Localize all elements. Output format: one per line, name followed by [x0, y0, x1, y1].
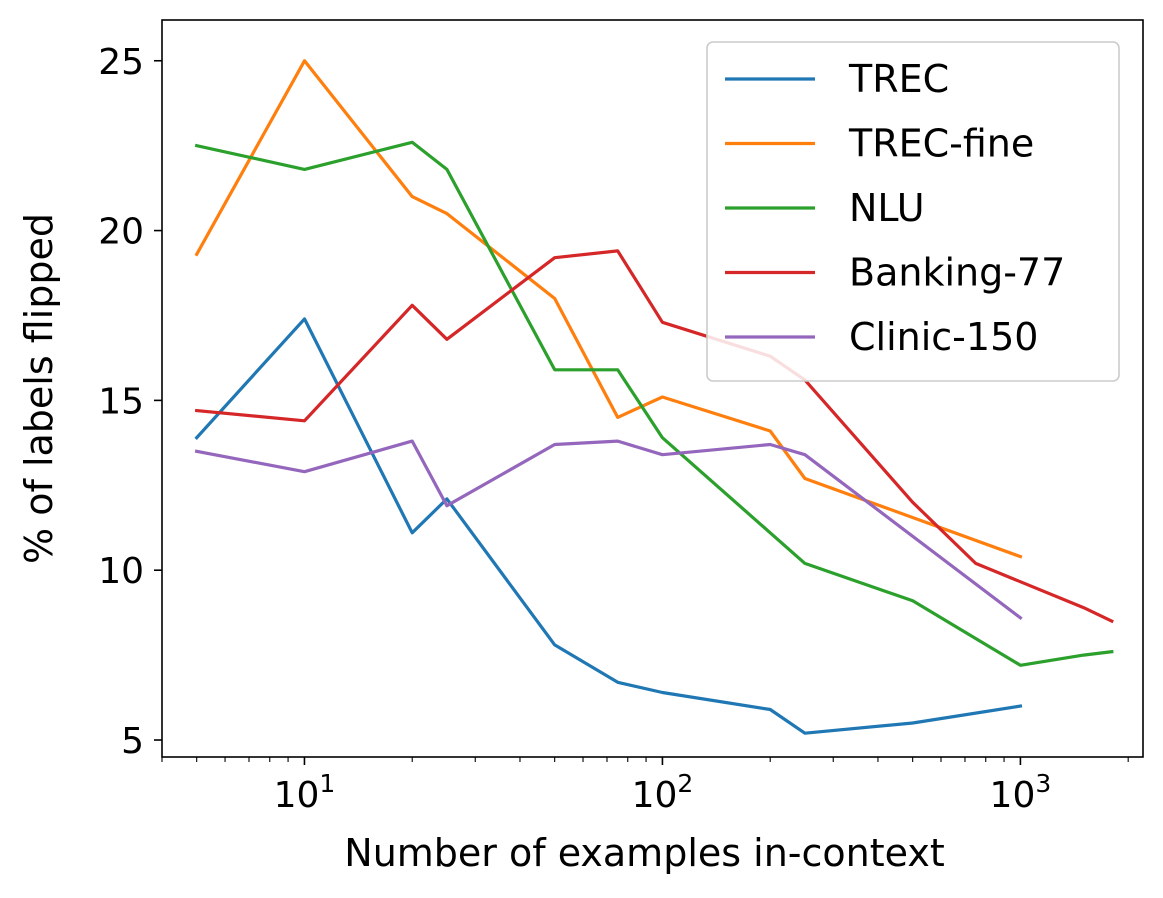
y-tick-label-2: 15 — [98, 381, 144, 422]
series-line-2 — [194, 140, 1114, 667]
series-line-0 — [194, 317, 1023, 735]
legend-label-2: NLU — [849, 186, 925, 230]
x-axis-label: Number of examples in-context — [344, 831, 944, 875]
legend-label-0: TREC — [848, 57, 949, 101]
series-line-4 — [194, 439, 1023, 621]
x-tick-label-2: 103 — [990, 769, 1052, 816]
plot-frame — [161, 19, 1144, 758]
y-tick-label-4: 25 — [98, 42, 144, 83]
x-tick-label-0: 101 — [274, 769, 336, 816]
legend: TREC TREC-fine NLU Banking-77 Clinic-150 — [706, 41, 1120, 382]
y-tick-label-1: 10 — [98, 551, 144, 592]
legend-box — [706, 41, 1120, 382]
series-line-1 — [194, 59, 1023, 559]
legend-label-3: Banking-77 — [849, 251, 1065, 295]
ticks-layer: 5 10 15 20 25 101 102 103 — [98, 42, 1129, 816]
series-layer — [194, 59, 1114, 735]
legend-label-4: Clinic-150 — [849, 315, 1038, 359]
y-tick-label-0: 5 — [121, 721, 144, 762]
series-line-3 — [194, 249, 1114, 624]
y-axis-label: % of labels flipped — [17, 213, 61, 564]
y-tick-label-3: 20 — [98, 212, 144, 253]
x-tick-label-1: 102 — [632, 769, 694, 816]
legend-label-1: TREC-fine — [848, 122, 1034, 166]
